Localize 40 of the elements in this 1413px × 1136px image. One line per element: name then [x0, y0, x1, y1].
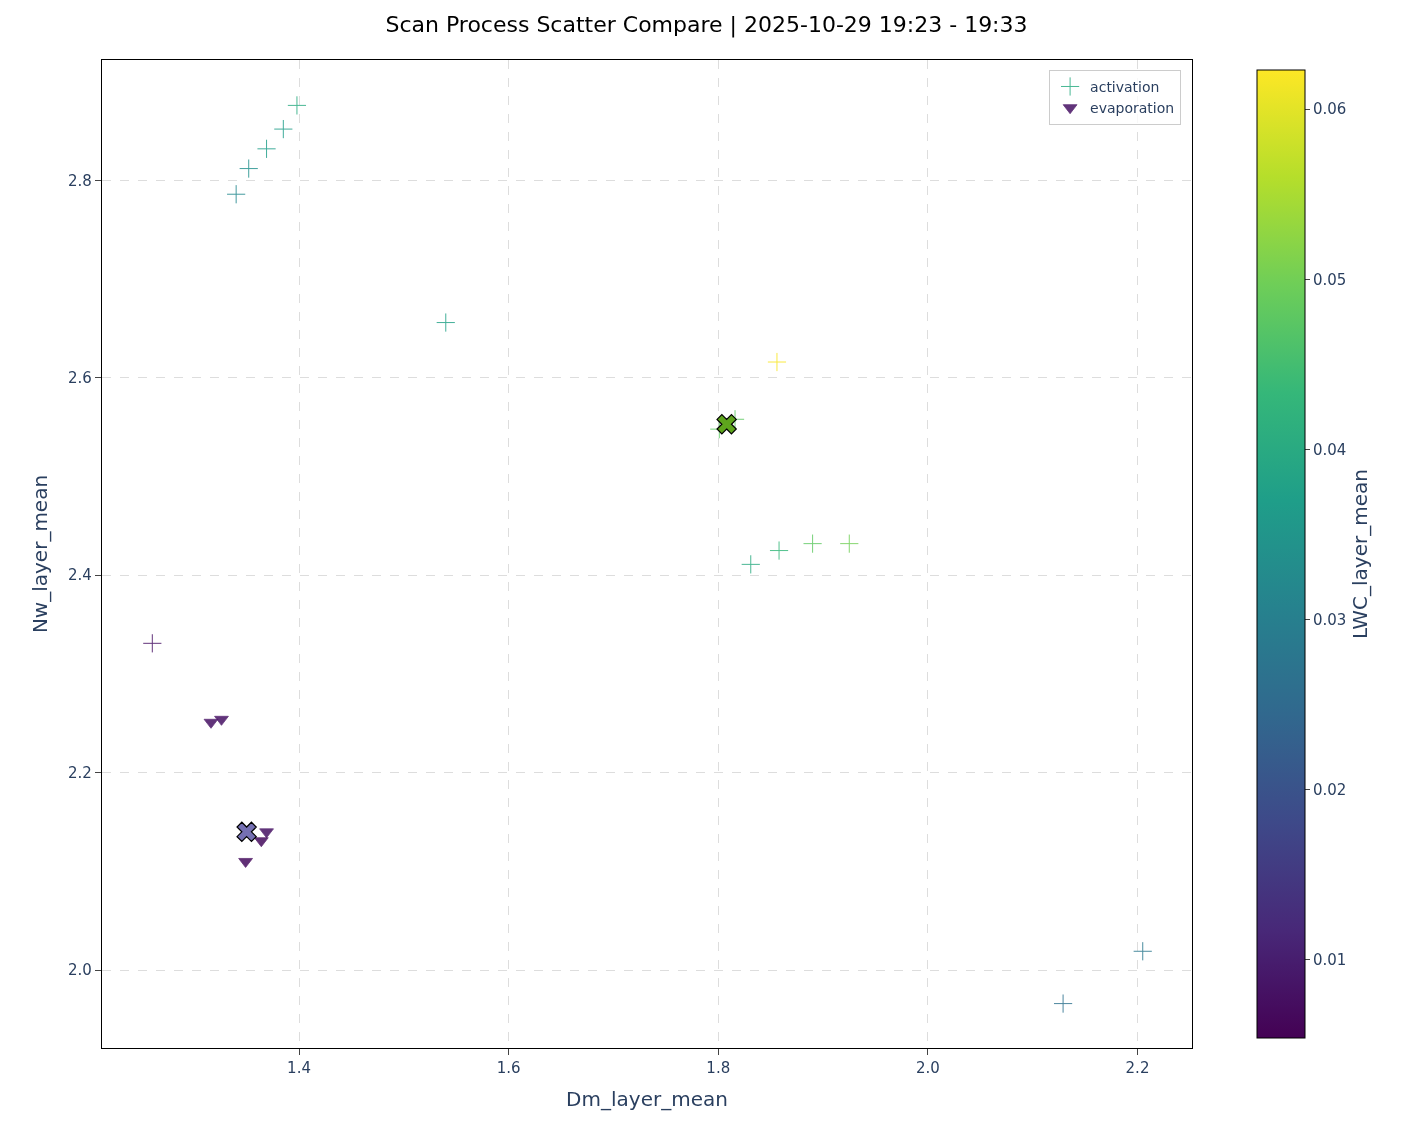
color-bar-label: 0.05: [1313, 270, 1347, 289]
point: [214, 715, 229, 726]
legend-label: activation: [1090, 78, 1160, 95]
point: [226, 184, 246, 204]
point: [767, 352, 787, 372]
point: [769, 540, 789, 561]
point: [839, 534, 859, 554]
x-tick-label: 1.6: [496, 1059, 521, 1078]
y-tick-label: 2.2: [68, 763, 92, 782]
color-bar-label: 0.04: [1313, 440, 1347, 459]
y-tick-label: 2.6: [68, 369, 92, 388]
point: [239, 158, 259, 179]
point: [1133, 941, 1153, 961]
x-tick-label: 2.2: [1125, 1059, 1150, 1078]
point: [236, 821, 257, 843]
y-tick-label: 2.4: [68, 566, 92, 585]
point: [1053, 993, 1073, 1014]
point: [436, 312, 456, 333]
color-bar-label: 0.02: [1313, 780, 1347, 799]
legend-label: evaporation: [1090, 100, 1175, 117]
point: [716, 413, 737, 435]
color-bar-label: 0.01: [1313, 950, 1347, 969]
point: [259, 828, 274, 839]
y-axis-title: Nw_layer_mean: [27, 474, 52, 634]
chart-title: Scan Process Scatter Compare | 2025-10-29 19:23 - 19:33: [385, 12, 1028, 39]
x-tick-label: 2.0: [915, 1059, 940, 1078]
color-bar-label: 0.06: [1313, 100, 1347, 119]
x-axis-title: Dm_layer_mean: [566, 1086, 728, 1111]
point: [273, 119, 293, 139]
point: [287, 95, 307, 115]
y-tick-label: 2.0: [68, 961, 92, 980]
y-tick-label: 2.8: [68, 171, 92, 190]
point: [803, 534, 823, 554]
point: [142, 633, 162, 653]
x-tick-label: 1.8: [706, 1059, 731, 1078]
color-bar-label: 0.03: [1313, 610, 1347, 629]
point: [256, 139, 277, 159]
x-tick-label: 1.4: [287, 1059, 311, 1078]
point: [741, 554, 761, 574]
color-bar-title: LWC_layer_mean: [1348, 469, 1373, 639]
